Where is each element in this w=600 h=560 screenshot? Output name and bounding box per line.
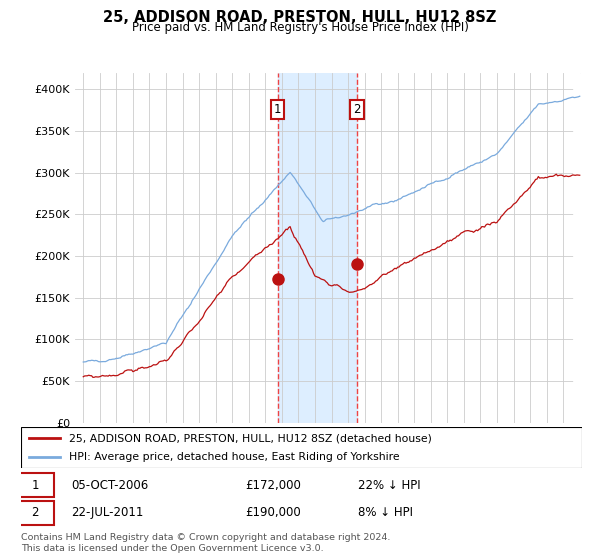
Text: 2: 2 bbox=[31, 506, 39, 519]
Text: £172,000: £172,000 bbox=[245, 479, 301, 492]
Bar bbox=[278, 73, 357, 423]
FancyBboxPatch shape bbox=[16, 501, 54, 525]
Text: 22-JUL-2011: 22-JUL-2011 bbox=[71, 506, 144, 519]
Text: 25, ADDISON ROAD, PRESTON, HULL, HU12 8SZ (detached house): 25, ADDISON ROAD, PRESTON, HULL, HU12 8S… bbox=[68, 433, 431, 443]
Text: £190,000: £190,000 bbox=[245, 506, 301, 519]
Text: 1: 1 bbox=[31, 479, 39, 492]
Text: 2: 2 bbox=[353, 103, 361, 116]
Text: HPI: Average price, detached house, East Riding of Yorkshire: HPI: Average price, detached house, East… bbox=[68, 452, 400, 461]
Text: Price paid vs. HM Land Registry's House Price Index (HPI): Price paid vs. HM Land Registry's House … bbox=[131, 21, 469, 34]
Text: 22% ↓ HPI: 22% ↓ HPI bbox=[358, 479, 420, 492]
Text: 25, ADDISON ROAD, PRESTON, HULL, HU12 8SZ: 25, ADDISON ROAD, PRESTON, HULL, HU12 8S… bbox=[103, 10, 497, 25]
Bar bbox=[573, 73, 588, 423]
Text: 1: 1 bbox=[274, 103, 281, 116]
Text: 05-OCT-2006: 05-OCT-2006 bbox=[71, 479, 149, 492]
FancyBboxPatch shape bbox=[21, 427, 582, 468]
Text: Contains HM Land Registry data © Crown copyright and database right 2024.
This d: Contains HM Land Registry data © Crown c… bbox=[21, 533, 391, 553]
FancyBboxPatch shape bbox=[16, 473, 54, 497]
Text: 8% ↓ HPI: 8% ↓ HPI bbox=[358, 506, 413, 519]
